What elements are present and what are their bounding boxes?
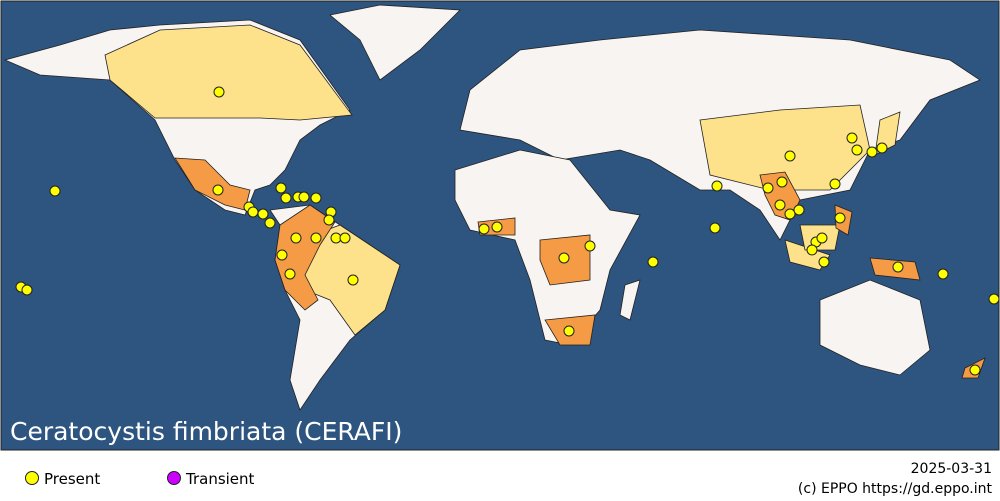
credit: (c) EPPO https://gd.eppo.int [798,481,993,497]
map-title: Ceratocystis fimbriata (CERAFI) [10,417,402,446]
legend-swatch [167,471,181,485]
legend-label: Transient [185,470,255,488]
legend-swatch [25,471,39,485]
date: 2025-03-31 [911,461,992,477]
presence-dots [15,86,1000,376]
legend-label: Present [44,470,100,488]
land [3,4,986,411]
